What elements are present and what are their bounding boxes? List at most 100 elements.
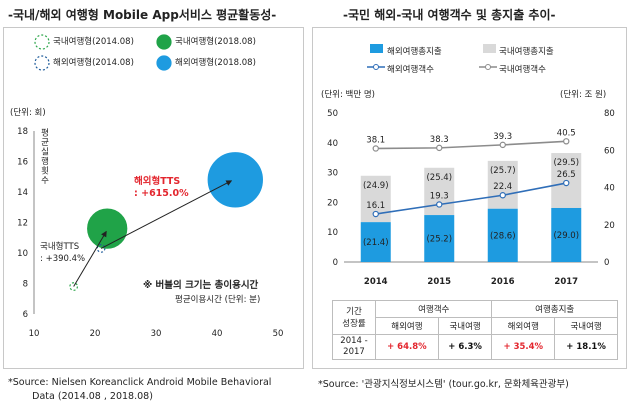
source-note-right: *Source: '관광지식정보시스템' (tour.go.kr, 문화체육관광… [318,379,569,390]
legend-marker [34,55,50,71]
bubble-overseas [207,152,263,208]
bubble-domestic [87,208,128,249]
legend-label-dom-spend: 국내여행총지출 [499,47,554,57]
x-tick-label: 2015 [427,277,451,287]
table-sub-header: 국내여행 [437,317,493,335]
legend-label-dom-2018: 국내여행형(2018.08) [175,37,256,47]
marker-domestic-travelers [372,145,379,152]
marker-overseas-travelers [499,192,506,199]
y-left-tick-label: 20 [327,198,338,208]
data-label-domestic-travelers: 40.5 [557,128,576,138]
table-sub-header: 해외여행 [491,317,556,335]
legend-label-dom-2014: 국내여행형(2014.08) [53,37,134,47]
table-header-spending: 여행총지출 [491,300,618,318]
table-header-growth-label: 성장률 [342,318,366,329]
x-tick-label: 50 [273,329,284,339]
data-label-overseas-spending: (21.4) [363,238,389,248]
table-header-period-label: 기간 [346,306,362,317]
data-label-overseas-travelers: 19.3 [430,191,449,201]
y-right-tick-label: 80 [604,109,615,119]
legend-marker [485,64,491,70]
data-label-overseas-spending: (28.6) [490,231,516,241]
data-label-domestic-travelers: 38.1 [366,135,385,145]
growth-table: 기간 성장률 여행객수 여행총지출 해외여행 국내여행 해외여행 국내여행 20… [332,300,618,360]
bubble-size-note: ※ 버블의 크기는 총이용시간 [143,280,259,291]
x-tick-label: 40 [212,329,223,339]
right-unit-right: (단위: 조 원) [560,90,607,100]
left-unit-label: (단위: 회) [10,108,46,118]
legend-label-ovs-spend: 해외여행총지출 [387,47,442,57]
data-label-domestic-spending: (24.9) [363,181,389,191]
x-tick-label: 10 [29,329,40,339]
line-domestic-travelers [375,140,567,150]
legend-swatch [370,44,383,53]
left-chart-title: -국내/해외 여행형 Mobile App서비스 평균활동성- [8,8,277,22]
y-right-tick-label: 40 [604,184,615,194]
table-sub-header: 해외여행 [375,317,439,335]
marker-domestic-travelers [563,138,570,145]
data-label-overseas-travelers: 16.1 [366,201,385,211]
y-tick-label: 12 [17,219,28,229]
bar-overseas-spending [424,215,455,262]
data-label-overseas-travelers: 26.5 [557,170,576,180]
bar-overseas-spending [487,208,518,262]
left-x-axis-label: 평균이용시간 (단위: 분) [175,295,261,305]
data-label-overseas-spending: (25.2) [426,235,452,245]
y-right-tick-label: 20 [604,221,615,231]
y-left-tick-label: 0 [333,258,338,268]
annotation-domestic: 국내형TTS : +390.4% [40,242,86,264]
legend-label-ovs-travelers: 해외여행객수 [387,65,434,75]
y-tick-label: 6 [23,310,28,320]
table-header-travelers: 여행객수 [374,300,493,318]
y-right-tick-label: 60 [604,146,615,156]
y-tick-label: 10 [17,249,28,259]
bubble-overseas [96,244,106,253]
marker-overseas-travelers [563,179,570,187]
arrow-overseas [100,180,233,249]
annotation-overseas: 해외형TTS : +615.0% [134,176,189,199]
x-tick-label: 2014 [364,277,388,287]
arrow-domestic [73,230,107,287]
data-label-overseas-spending: (29.0) [553,231,579,241]
x-tick-label: 20 [90,329,101,339]
data-label-domestic-travelers: 38.3 [430,135,449,145]
y-tick-label: 18 [17,127,28,137]
marker-overseas-travelers [372,210,379,218]
legend-label-dom-travelers: 국내여행객수 [499,65,546,75]
table-period-cell: 2014 - 2017 [332,334,376,360]
x-tick-label: 30 [151,329,162,339]
right-chart-title: -국민 해외-국내 여행객수 및 총지출 추이- [343,8,556,22]
bar-domestic-spending [487,160,518,209]
legend-label-ovs-2014: 해외여행형(2014.08) [53,58,134,68]
marker-domestic-travelers [499,141,506,149]
legend-label-ovs-2018: 해외여행형(2018.08) [175,58,256,68]
y-tick-label: 16 [17,158,28,168]
table-value-cell: + 6.3% [437,334,493,360]
right-panel [312,27,627,369]
bar-overseas-spending [360,222,391,262]
right-unit-left: (단위: 백만 명) [321,90,376,100]
legend-marker [156,34,172,50]
left-panel [3,27,304,369]
marker-overseas-travelers [436,201,443,208]
y-left-tick-label: 30 [327,169,338,179]
y-tick-label: 8 [23,280,28,290]
marker-domestic-travelers [436,144,443,152]
y-right-tick-label: 0 [604,258,609,268]
y-left-tick-label: 10 [327,228,338,238]
x-tick-label: 2017 [554,277,578,287]
left-y-axis-label: 평균실행횟수 [39,128,49,185]
data-label-domestic-spending: (25.4) [426,173,452,183]
data-label-domestic-spending: (29.5) [553,158,579,168]
data-label-overseas-travelers: 22.4 [493,182,512,192]
data-label-domestic-spending: (25.7) [490,166,516,176]
bubble-domestic [69,282,79,291]
legend-marker [156,55,172,71]
table-value-cell: + 64.8% [375,334,439,360]
table-sub-header: 국내여행 [554,317,618,335]
bar-overseas-spending [551,207,582,262]
legend-marker [373,64,379,70]
legend-swatch [483,44,496,53]
y-left-tick-label: 40 [327,139,338,149]
